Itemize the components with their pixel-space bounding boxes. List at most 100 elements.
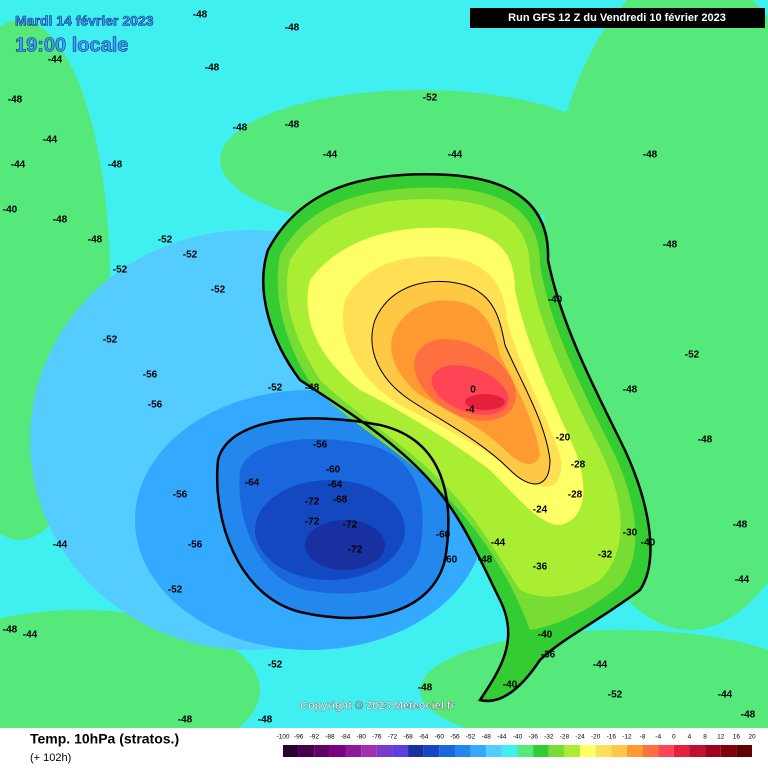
scale-tick-label: -76	[372, 734, 382, 741]
contour-label: -56	[173, 490, 188, 501]
scale-swatch	[517, 745, 534, 757]
contour-label: -48	[741, 710, 756, 721]
contour-label: -56	[188, 540, 203, 551]
contour-label: -40	[3, 205, 18, 216]
contour-label: -48	[418, 683, 433, 694]
contour-label: -48	[258, 715, 273, 726]
scale-tick-label: -72	[388, 734, 398, 741]
scale-tick-label: -44	[497, 734, 507, 741]
contour-label: -48	[88, 235, 103, 246]
contour-label: -36	[541, 650, 556, 661]
scale-tick-label: 0	[672, 734, 676, 741]
scale-tick-label: -48	[482, 734, 492, 741]
scale-tick-label: -32	[544, 734, 554, 741]
scale-tick-label: 16	[733, 734, 741, 741]
contour-label: -36	[533, 562, 548, 573]
contour-label: -48	[233, 123, 248, 134]
scale-tick-label: -40	[513, 734, 523, 741]
contour-label: -28	[571, 460, 586, 471]
contour-label: -44	[48, 55, 63, 66]
legend-lead: (+ 102h)	[30, 752, 71, 764]
scale-swatch	[439, 745, 455, 757]
contour-label: -20	[556, 433, 571, 444]
contour-label: -24	[533, 505, 548, 516]
scale-swatch	[423, 745, 440, 757]
contour-label: -48	[285, 120, 300, 131]
copyright: Copyright © 2023 Meteociel.fr	[300, 700, 456, 712]
contour-label: -44	[53, 540, 68, 551]
contour-label: -60	[436, 530, 451, 541]
scale-tick-label: -4	[655, 734, 661, 741]
contour-label: -60	[443, 555, 458, 566]
scale-swatch	[595, 745, 612, 757]
contour-label: -72	[343, 520, 358, 531]
color-scale: -100 -96 -92 -88 -84 -80 -76 -72 -68 -64 -60 -56 -52…	[276, 734, 756, 757]
scale-swatch	[720, 745, 737, 757]
contour-label: -52	[211, 285, 226, 296]
contour-label: -52	[113, 265, 128, 276]
scale-swatch	[658, 745, 674, 757]
contour-label: -44	[23, 630, 38, 641]
contour-label: -44	[735, 575, 750, 586]
scale-swatch	[626, 745, 643, 757]
scale-tick-label: -60	[435, 734, 445, 741]
contour-label: -44	[491, 538, 506, 549]
scale-swatch	[580, 745, 596, 757]
contour-label: -48	[733, 520, 748, 531]
contour-label: -30	[623, 528, 638, 539]
scale-tick-label: -84	[341, 734, 351, 741]
scale-swatch	[345, 745, 362, 757]
run-box	[470, 8, 765, 28]
contour-label: -52	[103, 335, 118, 346]
contour-label: -48	[663, 240, 678, 251]
contour-label: -52	[183, 250, 198, 261]
contour-label: -56	[143, 370, 158, 381]
contour-label: -52	[268, 383, 283, 394]
scale-swatch	[705, 745, 721, 757]
contour-label: -56	[148, 400, 163, 411]
scale-tick-label: -24	[575, 734, 585, 741]
legend-title: Temp. 10hPa (stratos.)	[30, 731, 179, 747]
scale-swatch	[673, 745, 690, 757]
contour-label: -48	[3, 625, 18, 636]
contour-label: -48	[193, 10, 208, 21]
contour-labels: -48-48-48-48-44-48 -48-44 -44-52-48-44-40-…	[3, 10, 756, 726]
contour-label: -4	[466, 405, 475, 416]
contour-label: 0	[470, 385, 476, 396]
contour-label: -32	[598, 550, 613, 561]
scale-tick-label: 8	[703, 734, 707, 741]
scale-tick-label: -64	[419, 734, 429, 741]
scale-swatch	[689, 745, 706, 757]
scale-swatch	[564, 745, 581, 757]
contour-label: -48	[53, 215, 68, 226]
scale-swatch	[533, 745, 549, 757]
scale-swatch	[736, 745, 752, 757]
contour-label: -44	[11, 160, 26, 171]
run-label: Run GFS 12 Z du Vendredi 10 février 2023	[508, 12, 726, 24]
scale-tick-label: -96	[294, 734, 304, 741]
scale-swatch	[611, 745, 627, 757]
contour-label: -64	[245, 478, 260, 489]
scale-tick-label: -28	[560, 734, 570, 741]
scale-swatch	[392, 745, 409, 757]
contour-label: -44	[43, 135, 58, 146]
contour-label: -44	[448, 150, 463, 161]
contour-label: -72	[305, 517, 320, 528]
scale-tick-label: -12	[622, 734, 632, 741]
contour-label: -48	[108, 160, 123, 171]
contour-label: -48	[623, 385, 638, 396]
contour-label: -72	[348, 545, 363, 556]
scale-tick-label: 20	[748, 734, 756, 741]
contour-label: -48	[285, 23, 300, 34]
scale-tick-label: -56	[450, 734, 460, 741]
scale-swatch	[486, 745, 502, 757]
scale-swatch	[298, 745, 315, 757]
contour-label: -48	[305, 383, 320, 394]
scale-swatch	[408, 745, 424, 757]
scale-tick-label: -68	[403, 734, 413, 741]
contour-label: -40	[538, 630, 553, 641]
scale-tick-label: -52	[466, 734, 476, 741]
